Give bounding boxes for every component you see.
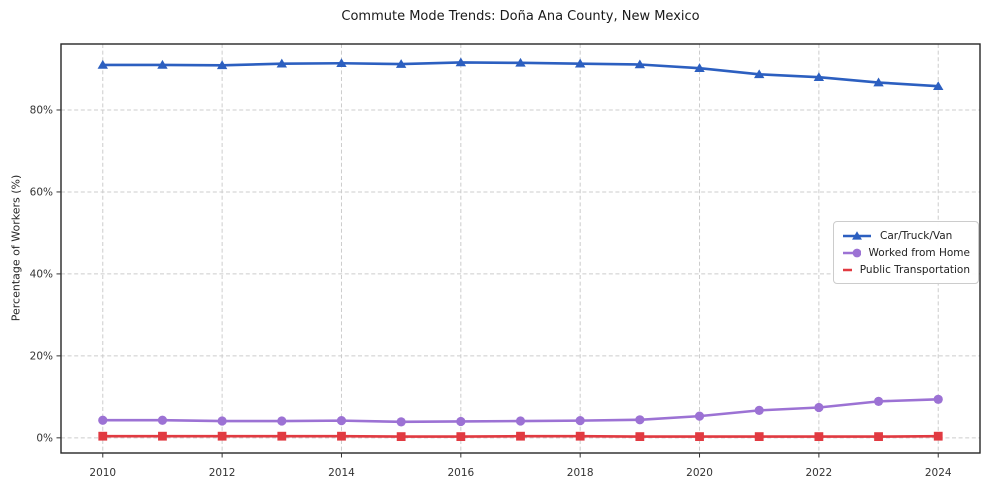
y-tick-label: 40%	[30, 269, 53, 281]
chart-title: Commute Mode Trends: Doña Ana County, Ne…	[341, 9, 700, 24]
triangle-marker-icon	[933, 81, 944, 91]
square-marker-icon	[874, 432, 883, 442]
square-marker-icon	[695, 432, 704, 442]
square-marker-icon	[635, 432, 645, 442]
y-tick-label: 80%	[30, 105, 53, 117]
triangle-marker-icon	[515, 57, 526, 67]
circle-marker-icon	[873, 396, 884, 406]
circle-marker-icon	[635, 415, 645, 425]
triangle-marker-icon	[395, 59, 407, 68]
triangle-marker-icon	[873, 77, 884, 87]
square-marker-icon	[217, 431, 227, 441]
triangle-marker-icon	[694, 63, 705, 72]
y-tick-label: 20%	[30, 351, 53, 363]
triangle-marker-icon	[276, 58, 287, 68]
legend-item: Worked from Home	[842, 244, 970, 261]
circle-marker-icon	[515, 416, 526, 426]
triangle-marker-icon	[813, 72, 825, 81]
x-tick-label: 2010	[89, 467, 116, 479]
square-marker-icon	[933, 431, 943, 441]
triangle-marker-icon	[574, 58, 586, 68]
x-tick-label: 2018	[567, 467, 594, 479]
triangle-marker-icon	[634, 59, 646, 69]
triangle-marker-icon	[97, 59, 108, 69]
legend-label: Public Transportation	[859, 263, 970, 276]
circle-marker-icon	[754, 405, 764, 415]
square-marker-icon	[396, 432, 406, 442]
plot-border	[60, 43, 981, 454]
x-tick-label: 2016	[447, 467, 474, 479]
triangle-marker-icon	[157, 59, 168, 69]
circle-marker-icon	[157, 415, 168, 425]
triangle-marker-icon	[336, 58, 347, 68]
legend-item: Car/Truck/Van	[842, 227, 970, 244]
legend-item: Public Transportation	[842, 261, 970, 278]
triangle-marker-icon	[852, 230, 862, 240]
x-tick-label: 2022	[806, 467, 833, 479]
legend-marker-icon	[843, 230, 871, 240]
legend-marker-icon	[843, 248, 861, 257]
square-marker-icon	[277, 431, 287, 441]
y-tick-label: 60%	[30, 187, 53, 199]
y-tick-label: 0%	[36, 433, 53, 445]
circle-marker-icon	[98, 415, 108, 425]
circle-marker-icon	[575, 416, 585, 426]
x-tick-label: 2020	[686, 467, 713, 479]
square-marker-icon	[98, 431, 108, 441]
legend-label: Worked from Home	[868, 246, 970, 259]
square-marker-icon	[456, 432, 466, 442]
legend-marker-icon	[843, 268, 852, 271]
triangle-marker-icon	[455, 57, 467, 67]
circle-marker-icon	[396, 417, 406, 427]
circle-marker-icon	[336, 416, 347, 426]
circle-marker-icon	[852, 248, 861, 257]
circle-marker-icon	[217, 416, 227, 426]
circle-marker-icon	[694, 411, 705, 421]
triangle-marker-icon	[754, 69, 765, 79]
square-marker-icon	[575, 431, 585, 441]
x-tick-label: 2024	[925, 467, 952, 479]
x-tick-label: 2014	[328, 467, 355, 479]
x-tick-label: 2012	[209, 467, 236, 479]
legend-label: Car/Truck/Van	[880, 229, 953, 242]
legend: Car/Truck/Van Worked from Home Public Tran…	[833, 221, 979, 284]
square-marker-icon	[158, 431, 167, 441]
square-marker-icon	[754, 432, 764, 442]
circle-marker-icon	[933, 394, 943, 404]
square-marker-icon	[337, 431, 346, 441]
triangle-marker-icon	[216, 60, 228, 70]
circle-marker-icon	[277, 416, 287, 426]
circle-marker-icon	[814, 402, 824, 413]
square-marker-icon	[516, 431, 525, 441]
square-marker-icon	[814, 432, 824, 442]
circle-marker-icon	[456, 416, 466, 427]
